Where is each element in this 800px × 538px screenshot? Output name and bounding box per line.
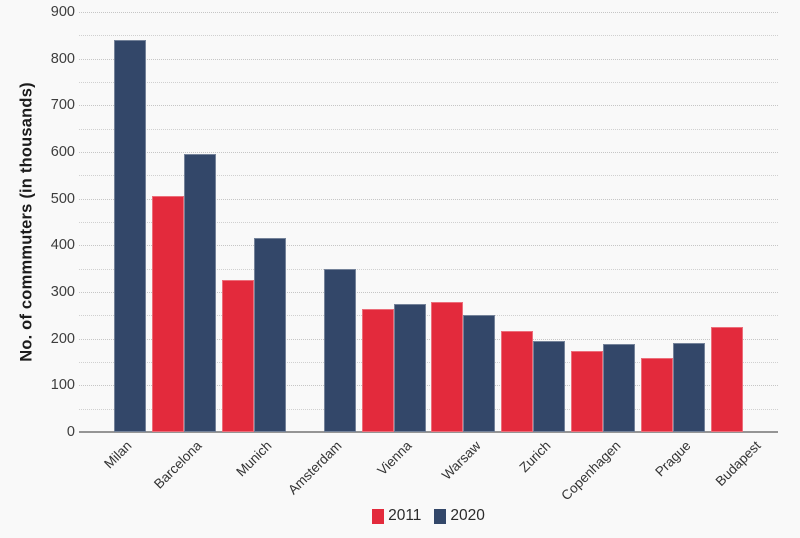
gridline-major [79, 12, 778, 13]
gridline-minor [79, 35, 778, 37]
y-tick-label: 900 [50, 4, 75, 20]
bar-vienna-2011 [361, 309, 394, 432]
bar-zurich-2011 [501, 331, 534, 432]
bar-prague-2020 [673, 343, 706, 432]
gridline-major [79, 105, 778, 107]
x-tick-label-munich: Munich [233, 438, 275, 480]
y-tick-label: 700 [50, 97, 75, 114]
x-tick-label-prague: Prague [652, 438, 694, 480]
x-tick-label-barcelona: Barcelona [150, 438, 205, 492]
bar-warsaw-2020 [463, 315, 496, 432]
y-tick-label: 600 [50, 144, 75, 160]
legend-item-2011: 2011 [372, 507, 421, 525]
legend-label: 2020 [450, 507, 485, 524]
x-tick-label-zurich: Zurich [516, 438, 554, 476]
x-tick-label-warsaw: Warsaw [439, 438, 484, 483]
square-swatch-icon [434, 508, 447, 524]
gridline-minor [79, 268, 778, 270]
gridline-major [79, 338, 778, 340]
bar-milan-2020 [114, 40, 146, 432]
bar-warsaw-2011 [431, 302, 464, 432]
bar-amsterdam-2020 [323, 268, 356, 432]
y-axis: 900 800 700 600 500 400 300 200 100 0 [0, 4, 75, 440]
legend-item-2020: 2020 [434, 507, 485, 525]
bar-barcelona-2020 [183, 153, 216, 432]
gridline-minor [79, 82, 778, 83]
bar-munich-2020 [253, 237, 286, 432]
square-swatch-icon [372, 508, 385, 524]
y-tick-label: 400 [50, 237, 75, 254]
x-tick-label-budapest: Budapest [712, 438, 764, 489]
y-tick-label: 300 [50, 284, 75, 300]
bar-zurich-2020 [533, 341, 566, 432]
y-tick-label: 800 [50, 50, 75, 67]
gridline-major [79, 198, 778, 200]
y-tick-label: 100 [50, 377, 75, 394]
gridline-minor [79, 362, 778, 363]
gridline-minor [79, 175, 778, 177]
bar-copenhagen-2020 [603, 344, 636, 432]
bar-budapest-2011 [711, 326, 744, 432]
x-tick-label-vienna: Vienna [374, 438, 415, 479]
gridline-minor [79, 408, 778, 410]
bar-munich-2011 [221, 279, 254, 432]
y-tick-label: 0 [66, 424, 75, 440]
legend: 2011 2020 [79, 506, 778, 526]
bar-barcelona-2011 [151, 196, 184, 432]
x-tick-label-copenhagen: Copenhagen [558, 438, 624, 504]
gridline-major [79, 58, 778, 60]
y-tick-label: 200 [50, 330, 75, 347]
bar-copenhagen-2011 [571, 351, 604, 432]
gridline-minor [79, 222, 778, 223]
gridline-minor [79, 128, 778, 130]
bar-prague-2011 [641, 358, 674, 432]
gridline-minor [79, 315, 778, 317]
x-tick-label-amsterdam: Amsterdam [284, 438, 345, 498]
x-axis-line [79, 431, 778, 433]
y-tick-label: 500 [50, 190, 75, 207]
gridline-major [79, 245, 778, 247]
bar-vienna-2020 [393, 304, 426, 432]
plot-area [79, 12, 778, 433]
legend-label: 2011 [388, 507, 422, 524]
gridline-major [79, 152, 778, 153]
x-tick-label-milan: Milan [101, 438, 135, 472]
gridline-major [79, 385, 778, 387]
gridline-major [79, 292, 778, 293]
